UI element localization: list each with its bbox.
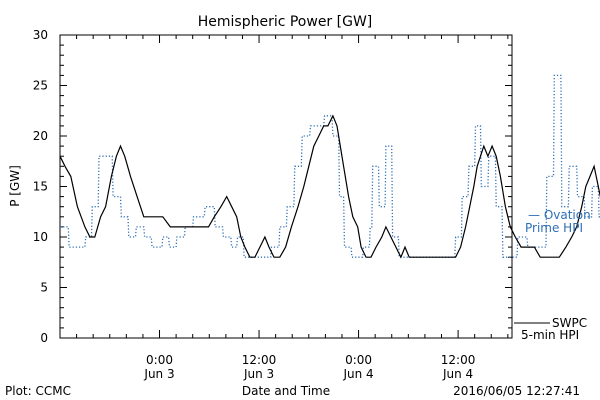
plot-frame (59, 34, 513, 339)
series-ovation-prime-line (60, 74, 600, 258)
x-axis-label: Date and Time (242, 384, 330, 398)
plot-credit: Plot: CCMC (5, 384, 71, 398)
y-axis: 0 5 10 15 20 25 30 (33, 28, 512, 345)
timestamp: 2016/06/05 12:27:41 (453, 384, 580, 398)
legend-swpc-line2: 5-min HPI (521, 328, 579, 342)
y-tick-label: 10 (33, 230, 48, 244)
x-tick-date: Jun 3 (243, 367, 274, 381)
x-tick-time: 0:00 (146, 353, 173, 367)
y-tick-label: 15 (33, 180, 48, 194)
x-tick-time: 0:00 (345, 353, 372, 367)
x-tick-date: Jun 4 (342, 367, 373, 381)
legend-ovation-line1: — Ovation (528, 208, 591, 222)
legend-swpc-line1: SWPC (552, 316, 587, 330)
y-axis-label: P [GW] (8, 165, 22, 207)
y-tick-label: 0 (40, 331, 48, 345)
x-tick-time: 12:00 (441, 353, 476, 367)
y-tick-label: 20 (33, 129, 48, 143)
y-tick-label: 30 (33, 28, 48, 42)
y-tick-label: 5 (40, 281, 48, 295)
x-tick-time: 12:00 (242, 353, 277, 367)
x-tick-date: Jun 4 (442, 367, 473, 381)
series-layer (59, 74, 600, 259)
legend-ovation-line2: Prime HPI (525, 221, 583, 235)
y-tick-label: 25 (33, 79, 48, 93)
series-swpc-line (59, 114, 600, 259)
x-tick-date: Jun 3 (143, 367, 174, 381)
chart-title: Hemispheric Power [GW] (198, 14, 373, 30)
